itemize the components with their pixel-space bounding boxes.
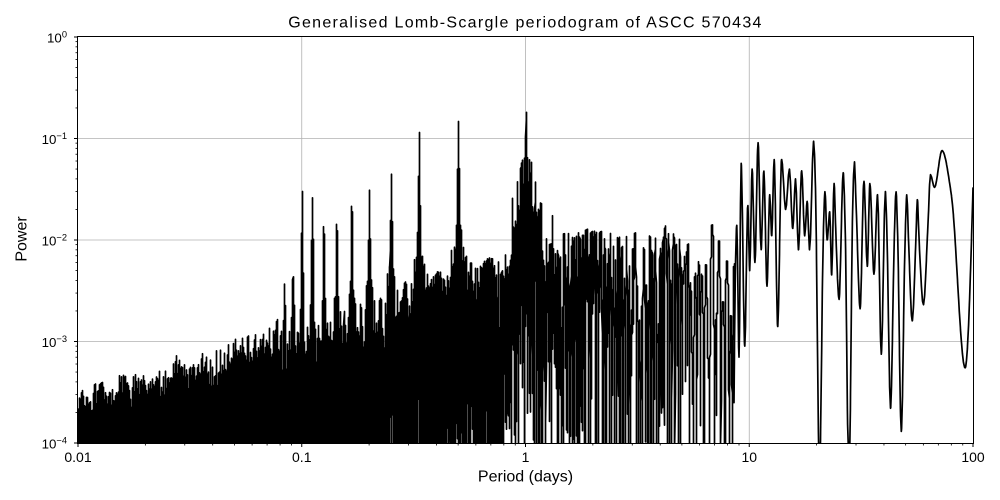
svg-text:Generalised Lomb-Scargle perio: Generalised Lomb-Scargle periodogram of …	[288, 15, 763, 32]
svg-text:0.01: 0.01	[64, 449, 91, 465]
svg-text:Period (days): Period (days)	[478, 469, 573, 486]
svg-text:Power: Power	[14, 216, 31, 262]
svg-text:100: 100	[961, 449, 985, 465]
svg-text:0.1: 0.1	[292, 449, 312, 465]
svg-text:10: 10	[741, 449, 757, 465]
svg-text:1: 1	[522, 449, 530, 465]
